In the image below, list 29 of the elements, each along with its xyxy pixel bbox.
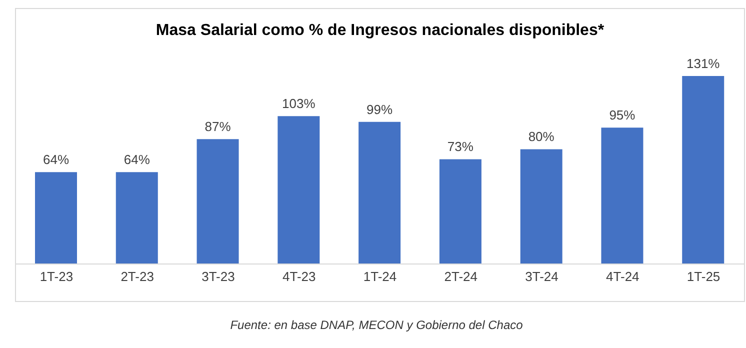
data-label: 73% bbox=[447, 139, 474, 154]
x-tick-label: 3T-24 bbox=[525, 269, 558, 284]
data-label: 64% bbox=[124, 152, 150, 168]
data-label: 87% bbox=[204, 119, 232, 134]
bar bbox=[358, 122, 401, 264]
bar bbox=[196, 139, 239, 264]
bar bbox=[682, 76, 724, 264]
x-tick-label: 4T-23 bbox=[282, 269, 316, 284]
bar bbox=[439, 159, 482, 264]
x-tick-label: 1T-23 bbox=[40, 269, 74, 284]
x-tick-label: 1T-25 bbox=[686, 269, 720, 284]
x-tick-label: 3T-23 bbox=[202, 269, 235, 284]
data-label: 131% bbox=[686, 56, 720, 71]
x-tick-label: 4T-24 bbox=[606, 269, 640, 284]
chart-title: Masa Salarial como % de Ingresos nacionales disponibles* bbox=[154, 22, 606, 41]
data-label: 103% bbox=[282, 96, 316, 112]
bar bbox=[35, 172, 77, 264]
bar bbox=[520, 149, 562, 264]
data-label: 99% bbox=[366, 102, 393, 117]
bar bbox=[116, 172, 158, 264]
bar bbox=[278, 116, 320, 264]
data-label: 80% bbox=[528, 129, 555, 144]
x-tick-label: 1T-24 bbox=[363, 269, 397, 284]
data-label: 64% bbox=[42, 152, 70, 168]
data-label: 95% bbox=[609, 108, 636, 123]
bar bbox=[601, 128, 644, 264]
x-tick-label: 2T-23 bbox=[120, 269, 154, 284]
source-note: Fuente: en base DNAP, MECON y Gobierno del Chaco bbox=[229, 318, 524, 332]
x-tick-label: 2T-24 bbox=[444, 269, 478, 284]
